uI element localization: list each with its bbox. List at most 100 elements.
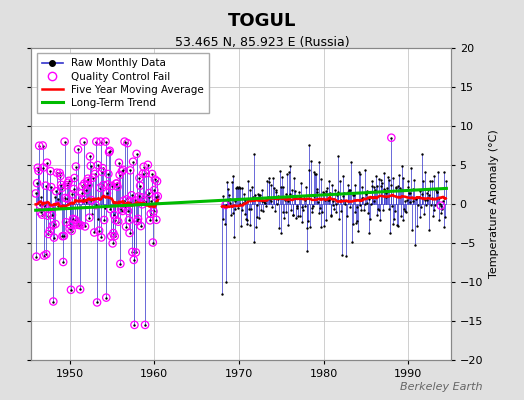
Point	[326, 212, 335, 218]
Point	[261, 200, 269, 206]
Point	[425, 192, 434, 198]
Point	[123, 196, 131, 202]
Point	[52, 170, 61, 176]
Point	[257, 207, 265, 214]
Point	[56, 173, 64, 179]
Point	[436, 200, 444, 207]
Point	[273, 201, 281, 207]
Point	[280, 215, 288, 221]
Point	[347, 158, 355, 165]
Point	[239, 199, 247, 206]
Point	[225, 200, 234, 207]
Point	[237, 207, 246, 213]
Point	[46, 228, 54, 234]
Point	[318, 209, 326, 216]
Point	[278, 174, 286, 180]
Text: TOGUL: TOGUL	[228, 12, 296, 30]
Point	[285, 169, 293, 175]
Point	[259, 199, 268, 205]
Point	[98, 169, 106, 175]
Point	[288, 186, 296, 193]
Point	[141, 322, 149, 328]
Point	[50, 234, 58, 241]
Point	[245, 187, 254, 194]
Point	[306, 223, 314, 230]
Point	[342, 253, 351, 259]
Point	[387, 181, 395, 188]
Point	[423, 190, 432, 196]
Point	[385, 206, 394, 212]
Point	[365, 230, 373, 236]
Point	[47, 184, 56, 190]
Point	[70, 175, 79, 181]
Point	[119, 167, 127, 173]
Point	[141, 322, 149, 328]
Point	[154, 193, 162, 200]
Point	[110, 212, 118, 218]
Point	[384, 173, 392, 180]
Point	[373, 212, 381, 218]
Point	[63, 196, 72, 202]
Point	[90, 229, 99, 236]
Point	[357, 207, 365, 213]
Point	[46, 228, 54, 234]
Point	[44, 231, 52, 237]
Point	[337, 196, 345, 203]
Point	[390, 216, 398, 222]
Point	[345, 187, 354, 193]
Point	[406, 199, 414, 205]
Point	[39, 142, 47, 149]
Point	[101, 138, 110, 145]
Point	[50, 194, 59, 200]
Point	[321, 197, 329, 203]
Point	[243, 216, 252, 223]
Point	[33, 180, 41, 186]
Point	[430, 172, 438, 179]
Point	[66, 222, 74, 228]
Point	[221, 202, 230, 208]
Point	[111, 217, 119, 223]
Point	[281, 197, 289, 203]
Legend: Raw Monthly Data, Quality Control Fail, Five Year Moving Average, Long-Term Tren: Raw Monthly Data, Quality Control Fail, …	[37, 53, 209, 113]
Point	[225, 192, 233, 198]
Point	[131, 197, 139, 204]
Point	[129, 158, 137, 165]
Point	[247, 206, 255, 212]
Point	[377, 183, 385, 189]
Point	[361, 200, 369, 207]
Point	[121, 138, 129, 145]
Point	[222, 279, 231, 285]
Point	[293, 205, 302, 212]
Point	[125, 217, 133, 223]
Point	[381, 193, 390, 200]
Point	[236, 185, 245, 191]
Point	[35, 142, 43, 149]
Point	[60, 233, 68, 239]
Point	[92, 138, 101, 145]
Point	[90, 229, 99, 236]
Point	[374, 205, 382, 212]
Point	[319, 188, 327, 195]
Point	[64, 180, 72, 186]
Point	[353, 204, 362, 211]
Point	[231, 198, 239, 204]
Point	[275, 225, 283, 231]
Point	[93, 299, 101, 306]
Point	[119, 167, 127, 173]
Point	[97, 234, 105, 241]
Point	[121, 138, 129, 145]
Point	[34, 164, 42, 171]
Point	[139, 164, 148, 170]
Point	[233, 205, 242, 211]
Point	[151, 176, 159, 183]
Point	[126, 167, 135, 174]
Point	[104, 171, 113, 177]
Point	[262, 202, 270, 209]
Point	[329, 201, 337, 208]
Point	[123, 140, 132, 146]
Point	[304, 217, 312, 224]
Point	[45, 206, 53, 212]
Point	[109, 230, 117, 236]
Point	[371, 187, 379, 193]
Point	[72, 220, 81, 226]
